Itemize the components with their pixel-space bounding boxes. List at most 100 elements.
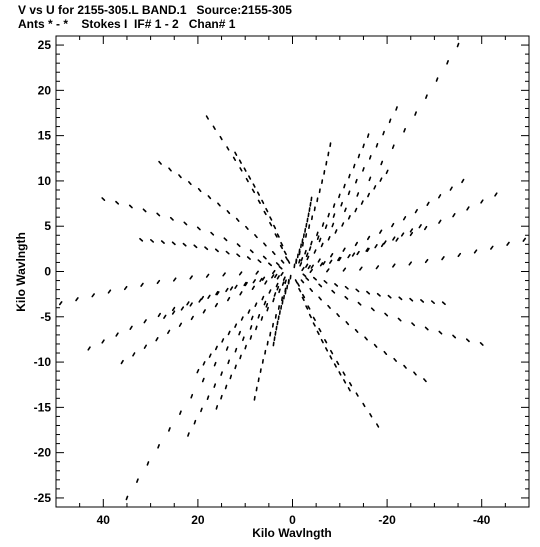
uv-point: [251, 285, 255, 290]
x-tick-label: -20: [378, 513, 396, 527]
uv-point: [284, 279, 287, 285]
uv-point: [265, 207, 269, 213]
uv-point: [91, 293, 95, 298]
y-tick-label: -5: [40, 310, 51, 324]
uv-point: [158, 160, 162, 165]
uv-point: [143, 344, 147, 349]
uv-point: [345, 321, 350, 326]
x-axis-title: Kilo Wavlngth: [252, 526, 332, 540]
uv-point: [409, 228, 414, 233]
uv-point: [338, 256, 342, 262]
uv-point: [157, 444, 160, 449]
uv-point: [331, 222, 335, 228]
uv-point: [324, 224, 328, 230]
uv-point: [375, 142, 379, 148]
uv-point: [171, 306, 176, 312]
uv-point: [344, 285, 349, 290]
uv-point: [257, 313, 261, 319]
uv-point: [216, 291, 220, 296]
uv-point: [461, 178, 465, 184]
uv-point: [330, 253, 334, 258]
uv-point: [272, 297, 275, 303]
uv-point: [347, 215, 351, 220]
uv-point: [263, 210, 267, 216]
uv-point: [140, 282, 144, 287]
uv-point: [332, 213, 336, 218]
uv-point: [324, 338, 328, 344]
uv-point: [279, 244, 284, 250]
uv-point: [316, 231, 319, 237]
uv-point: [143, 319, 147, 324]
uv-point: [232, 156, 237, 162]
uv-point: [221, 338, 225, 343]
x-tick-label: 40: [97, 513, 111, 527]
uv-point: [402, 216, 407, 221]
uv-point: [186, 301, 190, 306]
uv-point: [227, 359, 230, 365]
uv-point: [257, 199, 261, 205]
uv-point: [310, 264, 314, 269]
uv-point: [352, 163, 356, 169]
uv-point: [452, 213, 456, 218]
uv-point: [223, 237, 228, 242]
uv-point: [318, 327, 322, 333]
uv-point: [217, 202, 221, 207]
uv-point: [414, 208, 418, 214]
y-tick-label: 25: [38, 38, 52, 52]
uv-point: [329, 259, 333, 264]
uv-point: [333, 363, 337, 368]
uv-point: [234, 323, 238, 328]
uv-point: [243, 167, 247, 172]
uv-point: [334, 229, 338, 234]
uv-point: [340, 201, 343, 207]
uv-point: [155, 337, 159, 342]
uv-point: [178, 174, 182, 179]
uv-point: [457, 252, 462, 258]
uv-point: [296, 282, 300, 287]
y-tick-label: -10: [34, 355, 52, 369]
uv-point: [379, 229, 383, 234]
uv-point: [369, 413, 373, 418]
uv-point: [167, 329, 171, 335]
uv-point: [425, 94, 428, 99]
uv-point: [387, 294, 392, 299]
uv-point: [214, 302, 219, 308]
uv-point: [375, 265, 380, 270]
uv-point: [268, 289, 272, 294]
uv-point: [327, 212, 330, 218]
uv-point: [178, 322, 183, 327]
uv-point: [383, 240, 387, 245]
uv-point: [276, 233, 280, 238]
uv-point: [246, 256, 251, 260]
y-tick-label: 0: [44, 265, 51, 279]
uv-point: [274, 273, 278, 279]
uv-point: [236, 243, 241, 248]
uv-point: [261, 276, 266, 281]
uv-point: [332, 203, 336, 208]
uv-point: [355, 288, 360, 293]
uv-point: [245, 225, 249, 230]
uv-point: [254, 234, 258, 239]
uv-point: [324, 347, 329, 352]
uv-point: [343, 379, 347, 384]
uv-point: [408, 261, 413, 266]
uv-point: [275, 262, 280, 266]
uv-point: [271, 251, 276, 256]
uv-point: [173, 277, 177, 282]
uv-point: [242, 336, 245, 342]
uv-point: [316, 330, 320, 336]
uv-point: [229, 374, 233, 380]
uv-point: [236, 253, 241, 258]
uv-point: [204, 246, 209, 251]
uv-point: [438, 330, 443, 335]
uv-point: [342, 371, 346, 376]
uv-point: [364, 336, 368, 341]
uv-point: [522, 237, 527, 242]
uv-point: [356, 250, 360, 256]
uv-point: [146, 461, 150, 466]
uv-point: [309, 287, 314, 293]
uv-point: [238, 330, 241, 336]
uv-point: [336, 313, 340, 318]
uv-point: [351, 252, 356, 257]
uv-point: [275, 282, 279, 288]
